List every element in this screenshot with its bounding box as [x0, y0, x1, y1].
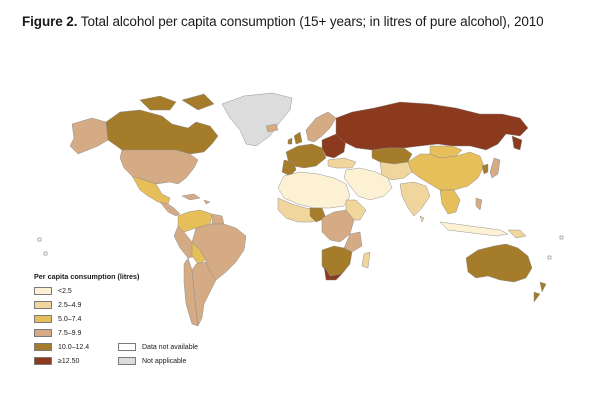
region-peru: [173, 225, 197, 259]
legend-label: 7.5–9.9: [58, 329, 82, 337]
region-indonesia: [439, 221, 509, 237]
region-kazakhstan: [371, 147, 413, 165]
legend-swatch: [34, 357, 52, 365]
region-usa: [119, 149, 199, 185]
region-philippines: [475, 197, 483, 211]
region-alaska: [69, 117, 109, 155]
region-russia: [335, 101, 529, 151]
region-uk: [287, 131, 303, 145]
legend-item-gte-12-5: ≥12.50: [34, 356, 79, 366]
legend-label: Not applicable: [142, 357, 187, 365]
region-pacific-islands-4: [547, 255, 552, 260]
region-pacific-islands-2: [43, 251, 48, 256]
legend-item-5-0-7-4: 5.0–7.4: [34, 314, 81, 324]
legend-body: <2.5 2.5–4.9 5.0–7.4 7.5–9.9 10.0–12.4 ≥…: [34, 286, 274, 382]
legend-label: 10.0–12.4: [58, 343, 90, 351]
region-southeast-asia: [439, 189, 461, 215]
legend-swatch: [34, 329, 52, 337]
region-sri-lanka: [419, 215, 425, 223]
figure-label: Figure 2.: [22, 14, 78, 29]
region-argentina: [191, 261, 217, 327]
region-guianas: [211, 213, 225, 225]
legend-item-10-0-12-4: 10.0–12.4: [34, 342, 89, 352]
legend-label: 5.0–7.4: [58, 315, 82, 323]
region-iberia: [281, 159, 297, 177]
region-papua: [507, 229, 527, 239]
figure-title: Figure 2. Total alcohol per capita consu…: [22, 14, 544, 29]
legend-swatch: [34, 287, 52, 295]
region-turkey: [327, 157, 357, 169]
region-japan: [489, 157, 501, 179]
region-horn-of-africa: [345, 199, 367, 221]
region-australia: [465, 243, 533, 283]
legend-swatch: [34, 301, 52, 309]
region-north-africa: [277, 171, 351, 209]
legend-item-lt-2-5: <2.5: [34, 286, 72, 296]
region-china: [407, 151, 485, 191]
legend-title: Per capita consumption (litres): [34, 272, 140, 281]
region-middle-east: [343, 167, 393, 201]
legend-item-data-not-available: Data not available: [118, 342, 198, 352]
region-iceland: [265, 123, 279, 133]
figure-title-text: Total alcohol per capita consumption (15…: [80, 14, 544, 29]
region-scandinavia: [305, 111, 337, 143]
region-korea: [481, 163, 489, 175]
region-east-africa: [343, 231, 363, 253]
region-canada: [105, 109, 219, 155]
legend-label: <2.5: [58, 287, 72, 295]
legend-item-not-applicable: Not applicable: [118, 356, 186, 366]
legend-swatch: [34, 315, 52, 323]
legend-label: Data not available: [142, 343, 199, 351]
region-pacific-islands-3: [559, 235, 564, 240]
legend-label: 2.5–4.9: [58, 301, 82, 309]
region-caribbean: [181, 193, 211, 205]
region-south-africa: [323, 265, 343, 281]
legend-item-7-5-9-9: 7.5–9.9: [34, 328, 81, 338]
legend-swatch: [118, 343, 136, 351]
region-india: [399, 181, 431, 217]
legend-swatch: [118, 357, 136, 365]
region-central-america: [159, 201, 181, 217]
region-new-zealand: [533, 281, 547, 303]
legend: Per capita consumption (litres) <2.5 2.5…: [34, 272, 274, 382]
region-canada-arctic: [139, 93, 215, 111]
region-mexico: [131, 175, 171, 205]
region-greenland: [221, 92, 293, 147]
region-russia-east: [511, 135, 523, 151]
legend-label: ≥12.50: [58, 357, 80, 365]
region-bolivia: [191, 241, 207, 265]
legend-swatch: [34, 343, 52, 351]
region-pacific-islands: [37, 237, 42, 242]
legend-item-2-5-4-9: 2.5–4.9: [34, 300, 81, 310]
region-madagascar: [361, 251, 371, 269]
